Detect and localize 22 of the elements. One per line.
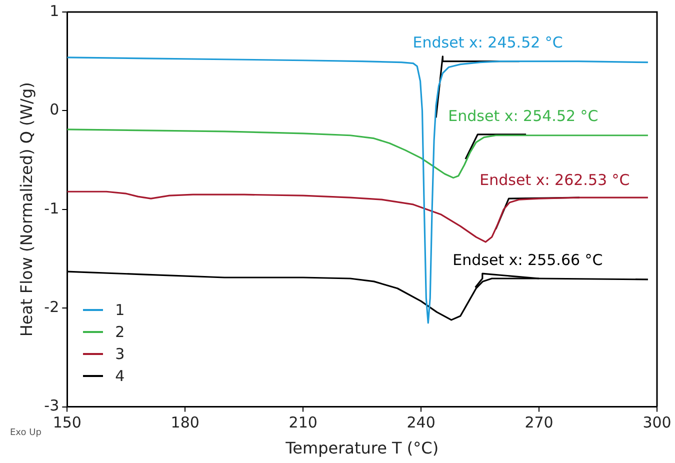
- legend-label: 3: [115, 344, 125, 363]
- legend-label: 2: [115, 322, 125, 341]
- y-tick-label: -2: [44, 298, 60, 316]
- y-tick-label: 1: [50, 2, 60, 20]
- y-axis-title: Heat Flow (Normalized) Q (W/g): [16, 82, 36, 337]
- y-tick-label: 0: [50, 100, 60, 119]
- x-tick-label: 210: [288, 414, 318, 432]
- legend-label: 4: [115, 366, 125, 385]
- x-tick-label: 150: [52, 414, 82, 432]
- annotation: Endset x: 245.52 °C: [412, 34, 563, 52]
- annotation: Endset x: 254.52 °C: [448, 106, 598, 125]
- x-tick-label: 300: [642, 414, 672, 432]
- x-tick-label: 240: [406, 414, 436, 432]
- annotation: Endset x: 262.53 °C: [480, 170, 630, 189]
- x-axis-title: Temperature T (°C): [284, 438, 439, 458]
- x-tick-label: 270: [524, 414, 554, 432]
- legend-label: 1: [115, 300, 125, 319]
- x-tick-label: 180: [170, 414, 200, 432]
- annotation: Endset x: 255.66 °C: [452, 250, 603, 269]
- y-tick-label: -1: [44, 199, 60, 218]
- text: Exo Up: [10, 428, 42, 438]
- y-tick-label: -3: [44, 396, 60, 415]
